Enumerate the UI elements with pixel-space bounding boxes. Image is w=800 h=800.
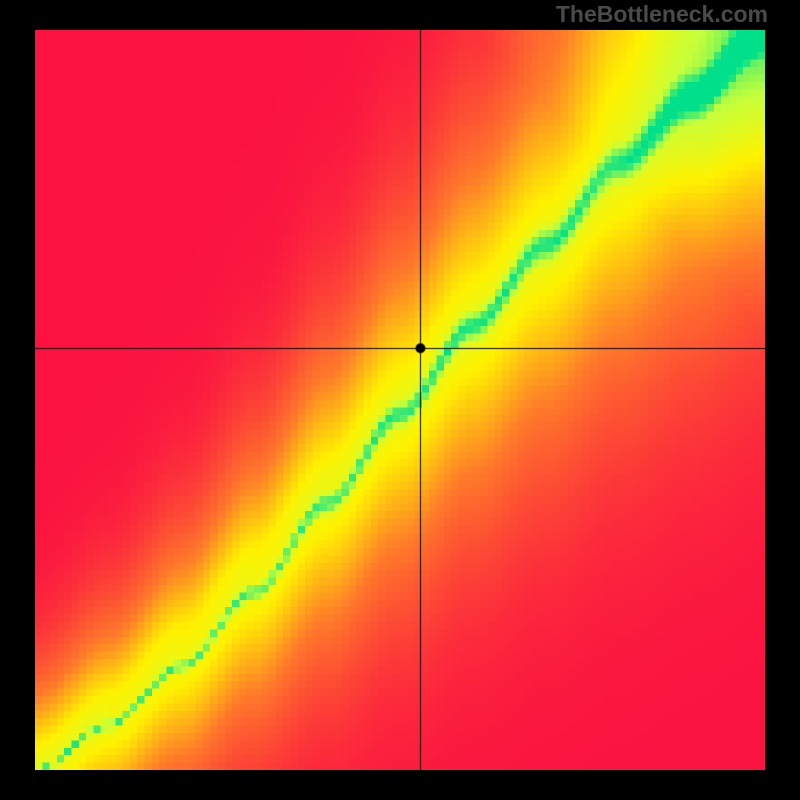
- watermark-text: TheBottleneck.com: [556, 1, 768, 28]
- chart-root: TheBottleneck.com: [0, 0, 800, 800]
- bottleneck-heatmap: [35, 30, 765, 770]
